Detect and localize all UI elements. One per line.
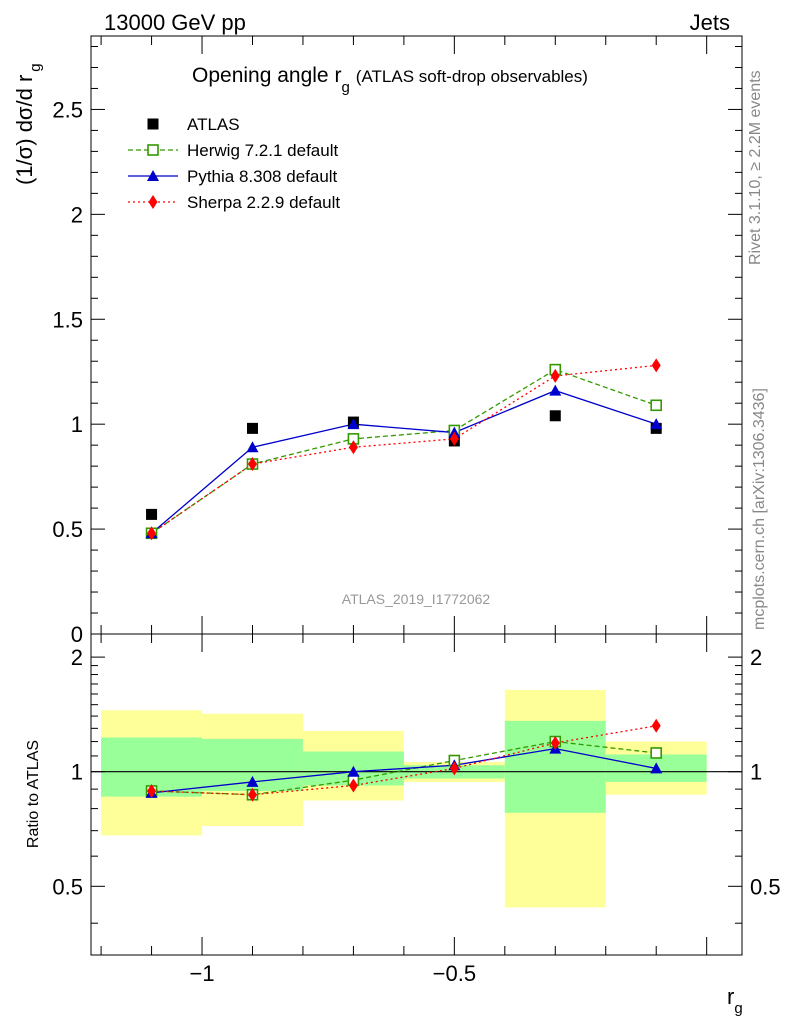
legend-marker-sherpa-2-2-9-default [148, 195, 158, 209]
main-pythia-8-308-default-point [650, 418, 663, 430]
ratio-y-tick-label: 1 [71, 760, 83, 785]
ratio-series [145, 718, 663, 802]
analysis-watermark: ATLAS_2019_I1772062 [342, 591, 491, 607]
ratio-y-tick-label-right: 0.5 [750, 874, 781, 899]
ratio-sherpa-2-2-9-default-point [348, 778, 358, 793]
main-sherpa-2-2-9-default-point [449, 431, 459, 446]
x-axis-label-sub: g [734, 1000, 742, 1017]
ratio-inner-band-4 [504, 720, 606, 813]
main-pythia-8-308-default-point [549, 384, 562, 396]
main-sherpa-2-2-9-default-point [550, 368, 560, 383]
legend-label-herwig-7-2-1-default: Herwig 7.2.1 default [187, 141, 338, 160]
plot-frames [90, 35, 743, 956]
x-axis-label-text: r [727, 984, 734, 1009]
main-herwig-7-2-1-default-line [151, 368, 657, 534]
main-atlas-point [246, 422, 258, 434]
ratio-bands [101, 689, 707, 908]
ratio-y-tick-label: 2 [71, 645, 83, 670]
rivet-label: Rivet 3.1.10, ≥ 2.2M events [747, 70, 764, 265]
main-y-tick-label: 0.5 [52, 517, 83, 542]
legend-marker-atlas [147, 118, 159, 130]
main-series [145, 358, 663, 541]
ratio-herwig-7-2-1-default-point [650, 747, 663, 759]
ratio-pythia-8-308-default-point [347, 765, 360, 777]
main-y-tick-label: 2 [71, 202, 83, 227]
x-tick-label: −1 [189, 961, 214, 986]
ratio-y-tick-label: 0.5 [52, 874, 83, 899]
main-y-tick-label: 1.5 [52, 307, 83, 332]
main-title: Opening angle rg (ATLAS soft-drop observa… [192, 64, 588, 96]
legend-label-atlas: ATLAS [187, 115, 240, 134]
header-left: 13000 GeV pp [104, 10, 246, 35]
legend-marker-pythia-8-308-default [147, 170, 159, 181]
main-herwig-7-2-1-default-point [650, 399, 663, 412]
main-atlas-point [549, 410, 561, 422]
axis-ticks: 0 0.5 1 1.5 2 2.5 −1 −0.5 0.5 0.5 1 1 2 2 [52, 36, 781, 986]
main-atlas-point [146, 508, 158, 520]
header-right: Jets [690, 10, 730, 35]
legend-label-pythia-8-308-default: Pythia 8.308 default [187, 167, 338, 186]
main-y-tick-label: 1 [71, 412, 83, 437]
legend-marker-herwig-7-2-1-default [147, 144, 159, 156]
ratio-sherpa-2-2-9-default-point [147, 783, 157, 798]
main-pythia-8-308-default-point [347, 418, 360, 430]
main-pythia-8-308-default-line [151, 389, 657, 534]
mcplots-label: mcplots.cern.ch [arXiv:1306.3436] [751, 388, 768, 630]
x-axis-label: rg [727, 984, 743, 1017]
main-ylabel: (1/σ) dσ/d r g [12, 63, 44, 185]
ratio-sherpa-2-2-9-default-point [247, 787, 257, 802]
main-sherpa-2-2-9-default-line [151, 364, 657, 534]
main-title-text: Opening angle r [192, 64, 341, 87]
ratio-herwig-7-2-1-default-line [151, 740, 657, 796]
legend-label-sherpa-2-2-9-default: Sherpa 2.2.9 default [187, 193, 340, 212]
main-sherpa-2-2-9-default-point [348, 440, 358, 455]
ratio-plot-frame [90, 633, 743, 956]
main-sherpa-2-2-9-default-point [147, 526, 157, 541]
main-title-sub: g [341, 79, 349, 96]
ratio-pythia-8-308-default-point [650, 762, 663, 774]
main-ylabel-text: (1/σ) dσ/d r [12, 75, 37, 185]
main-y-tick-label: 2.5 [52, 97, 83, 122]
ratio-sherpa-2-2-9-default-point [550, 735, 560, 750]
ratio-sherpa-2-2-9-default-line [151, 725, 657, 796]
x-tick-label: −0.5 [433, 961, 476, 986]
main-y-tick-label: 0 [71, 622, 83, 647]
ratio-sherpa-2-2-9-default-point [449, 761, 459, 776]
main-ylabel-sub: g [27, 63, 44, 71]
main-title-suffix: (ATLAS soft-drop observables) [356, 67, 588, 86]
main-pythia-8-308-default-point [246, 441, 259, 453]
main-sherpa-2-2-9-default-point [651, 358, 661, 373]
main-sherpa-2-2-9-default-point [247, 457, 257, 472]
ratio-y-tick-label-right: 1 [750, 760, 762, 785]
ratio-y-tick-label-right: 2 [750, 645, 762, 670]
legend: ATLAS Herwig 7.2.1 default Pythia 8.308 de… [128, 115, 340, 212]
ratio-ylabel: Ratio to ATLAS [25, 740, 42, 848]
ratio-sherpa-2-2-9-default-point [651, 718, 661, 733]
ratio-pythia-8-308-default-line [151, 747, 657, 794]
ratio-pythia-8-308-default-point [246, 775, 259, 787]
